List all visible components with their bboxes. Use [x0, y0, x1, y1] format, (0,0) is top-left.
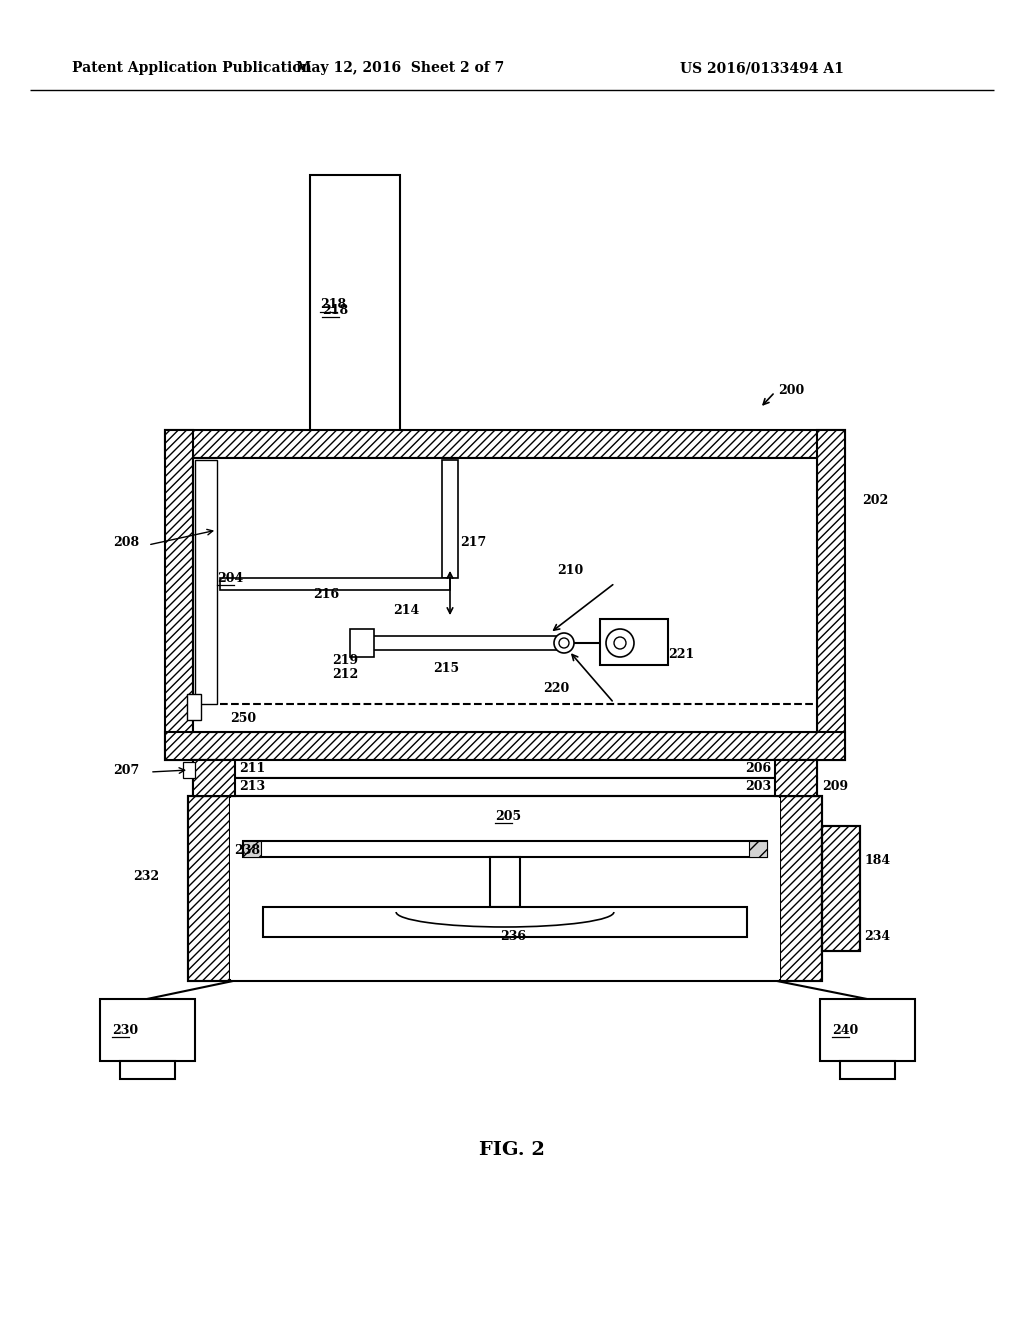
Text: May 12, 2016  Sheet 2 of 7: May 12, 2016 Sheet 2 of 7	[296, 61, 504, 75]
Text: 234: 234	[864, 929, 890, 942]
Text: 202: 202	[862, 494, 888, 507]
Text: 208: 208	[113, 536, 139, 549]
Bar	[840, 1061, 895, 1078]
Text: 200: 200	[778, 384, 804, 396]
Text: 211: 211	[239, 763, 265, 776]
Text: 240: 240	[831, 1023, 858, 1036]
Text: 250: 250	[230, 711, 256, 725]
Text: 232: 232	[133, 870, 159, 883]
Bar	[310, 176, 400, 436]
Bar	[600, 619, 668, 665]
Text: 230: 230	[112, 1023, 138, 1036]
Text: 220: 220	[543, 681, 569, 694]
Bar	[820, 999, 915, 1061]
Bar	[490, 857, 520, 907]
Text: 236: 236	[500, 931, 526, 944]
Text: 221: 221	[668, 648, 694, 661]
Circle shape	[614, 638, 626, 649]
Text: 205: 205	[495, 809, 521, 822]
Text: 206: 206	[745, 763, 771, 776]
Circle shape	[554, 634, 574, 653]
Bar	[187, 694, 201, 719]
Bar	[822, 826, 860, 950]
Bar	[120, 1061, 175, 1078]
Text: 217: 217	[460, 536, 486, 549]
Bar	[220, 578, 450, 590]
Bar	[370, 636, 560, 649]
Text: 212: 212	[332, 668, 358, 681]
Text: 213: 213	[239, 780, 265, 793]
Bar	[193, 760, 234, 796]
Bar	[749, 841, 767, 857]
Bar	[817, 430, 845, 760]
Bar	[822, 826, 860, 950]
Bar	[243, 841, 767, 857]
Bar	[165, 430, 845, 458]
Bar	[188, 796, 822, 981]
Bar	[775, 760, 817, 796]
Text: 215: 215	[433, 661, 459, 675]
Bar	[243, 841, 261, 857]
Bar	[183, 762, 195, 777]
Text: 218: 218	[322, 304, 348, 317]
Text: 209: 209	[822, 780, 848, 792]
Text: 214: 214	[393, 605, 419, 618]
Bar	[780, 796, 822, 981]
Bar	[188, 796, 230, 981]
Text: 207: 207	[113, 763, 139, 776]
Text: 204: 204	[217, 572, 244, 585]
Bar	[165, 733, 845, 760]
Text: 216: 216	[313, 589, 339, 602]
Bar	[193, 760, 817, 777]
Bar	[195, 459, 217, 704]
Bar	[263, 907, 746, 937]
Text: FIG. 2: FIG. 2	[479, 1140, 545, 1159]
Bar	[350, 630, 374, 657]
Bar	[230, 799, 780, 979]
Text: 210: 210	[557, 564, 584, 577]
Bar	[100, 999, 195, 1061]
Text: 218: 218	[319, 298, 346, 312]
Bar	[193, 458, 817, 733]
Bar	[165, 430, 193, 760]
Text: Patent Application Publication: Patent Application Publication	[72, 61, 311, 75]
Bar	[193, 777, 817, 796]
Text: 203: 203	[745, 780, 771, 793]
Circle shape	[606, 630, 634, 657]
Bar	[442, 459, 458, 578]
Text: 238: 238	[234, 845, 260, 858]
Text: US 2016/0133494 A1: US 2016/0133494 A1	[680, 61, 844, 75]
Text: 219: 219	[332, 653, 358, 667]
Circle shape	[559, 638, 569, 648]
Text: 184: 184	[864, 854, 890, 867]
